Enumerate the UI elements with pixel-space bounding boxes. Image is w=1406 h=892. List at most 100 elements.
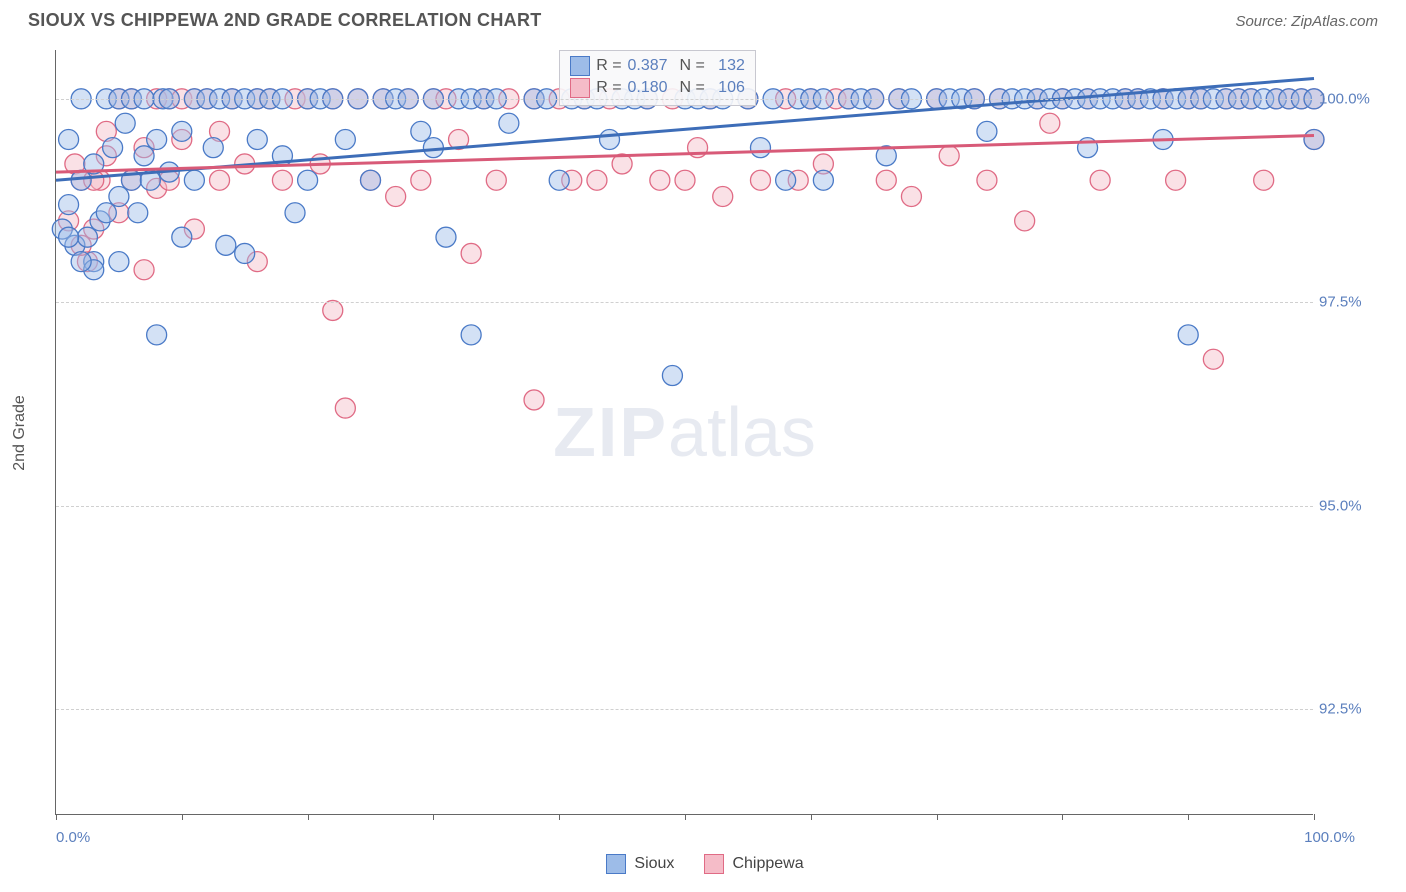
data-point <box>750 138 770 158</box>
data-point <box>59 195 79 215</box>
stats-row: R =0.180N =106 <box>570 77 745 99</box>
data-point <box>77 227 97 247</box>
data-point <box>1015 211 1035 231</box>
data-point <box>1166 170 1186 190</box>
data-point <box>977 121 997 141</box>
data-point <box>939 146 959 166</box>
data-point <box>1254 170 1274 190</box>
stats-swatch <box>570 78 590 98</box>
stats-r-label: R = <box>596 57 621 75</box>
xtick <box>685 814 686 820</box>
data-point <box>323 300 343 320</box>
data-point <box>361 170 381 190</box>
data-point <box>486 170 506 190</box>
data-point <box>134 260 154 280</box>
data-point <box>600 130 620 150</box>
xtick <box>308 814 309 820</box>
data-point <box>272 170 292 190</box>
data-point <box>524 390 544 410</box>
gridline-h <box>56 709 1313 710</box>
data-point <box>1178 325 1198 345</box>
data-point <box>1040 113 1060 133</box>
legend-item-chippewa: Chippewa <box>704 854 803 874</box>
data-point <box>549 170 569 190</box>
data-point <box>172 227 192 247</box>
data-point <box>147 325 167 345</box>
chart-title: SIOUX VS CHIPPEWA 2ND GRADE CORRELATION … <box>28 10 542 31</box>
legend-label: Sioux <box>634 855 674 873</box>
data-point <box>128 203 148 223</box>
data-point <box>184 170 204 190</box>
bottom-legend: Sioux Chippewa <box>55 854 1355 874</box>
source-attribution: Source: ZipAtlas.com <box>1235 13 1378 30</box>
data-point <box>1203 349 1223 369</box>
data-point <box>59 227 79 247</box>
data-point <box>713 186 733 206</box>
data-point <box>436 227 456 247</box>
data-point <box>662 366 682 386</box>
gridline-h <box>56 302 1313 303</box>
stats-swatch <box>570 56 590 76</box>
data-point <box>1090 170 1110 190</box>
plot-area: ZIPatlas R =0.387N =132R =0.180N =106 92… <box>55 50 1313 815</box>
data-point <box>499 113 519 133</box>
ytick-label: 97.5% <box>1319 294 1389 311</box>
xtick <box>811 814 812 820</box>
data-point <box>813 170 833 190</box>
data-point <box>335 130 355 150</box>
data-point <box>587 170 607 190</box>
xtick <box>937 814 938 820</box>
data-point <box>461 243 481 263</box>
legend-item-sioux: Sioux <box>606 854 674 874</box>
ytick-label: 100.0% <box>1319 90 1389 107</box>
data-point <box>59 130 79 150</box>
data-point <box>210 170 230 190</box>
data-point <box>115 113 135 133</box>
xtick <box>1188 814 1189 820</box>
xtick <box>56 814 57 820</box>
data-point <box>386 186 406 206</box>
legend-label: Chippewa <box>732 855 803 873</box>
data-point <box>1304 130 1324 150</box>
xtick <box>1314 814 1315 820</box>
data-point <box>776 170 796 190</box>
xtick <box>559 814 560 820</box>
data-point <box>172 121 192 141</box>
xtick <box>182 814 183 820</box>
data-point <box>675 170 695 190</box>
stats-r-label: R = <box>596 79 621 97</box>
stats-n-label: N = <box>680 79 705 97</box>
data-point <box>147 130 167 150</box>
data-point <box>876 170 896 190</box>
stats-r-value: 0.180 <box>628 79 674 97</box>
data-point <box>298 170 318 190</box>
data-point <box>411 170 431 190</box>
data-point <box>71 252 91 272</box>
data-point <box>109 186 129 206</box>
data-point <box>335 398 355 418</box>
xtick <box>1062 814 1063 820</box>
stats-legend-box: R =0.387N =132R =0.180N =106 <box>559 50 756 106</box>
ytick-label: 92.5% <box>1319 701 1389 718</box>
data-point <box>650 170 670 190</box>
legend-swatch-chippewa <box>704 854 724 874</box>
legend-swatch-sioux <box>606 854 626 874</box>
data-point <box>461 325 481 345</box>
data-point <box>109 252 129 272</box>
data-point <box>235 243 255 263</box>
data-point <box>96 203 116 223</box>
gridline-h <box>56 99 1313 100</box>
data-point <box>411 121 431 141</box>
gridline-h <box>56 506 1313 507</box>
data-point <box>203 138 223 158</box>
stats-r-value: 0.387 <box>628 57 674 75</box>
ytick-label: 95.0% <box>1319 497 1389 514</box>
data-point <box>103 138 123 158</box>
y-axis-label: 2nd Grade <box>11 395 29 471</box>
data-point <box>285 203 305 223</box>
data-point <box>901 186 921 206</box>
stats-row: R =0.387N =132 <box>570 55 745 77</box>
xtick-label: 100.0% <box>1304 829 1355 846</box>
data-point <box>977 170 997 190</box>
stats-n-value: 132 <box>711 57 745 75</box>
